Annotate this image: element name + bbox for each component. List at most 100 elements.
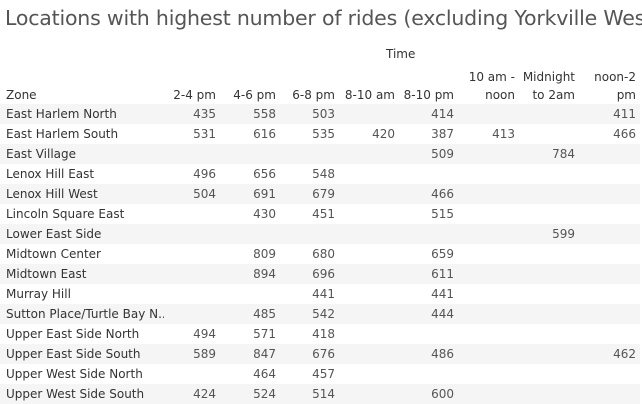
column-header: 6-8 pm	[280, 66, 339, 104]
value-cell	[164, 304, 220, 324]
column-header-line: pm	[616, 88, 636, 102]
value-cell	[458, 364, 519, 384]
value-cell: 894	[220, 264, 280, 284]
column-header-line: 4-6 pm	[233, 88, 276, 102]
value-cell	[579, 144, 640, 164]
value-cell	[399, 224, 458, 244]
value-cell: 420	[339, 124, 399, 144]
table-row: Lincoln Square East 430 451 515	[0, 204, 640, 224]
value-cell: 784	[519, 144, 579, 164]
value-cell	[339, 164, 399, 184]
column-header: noon-2 pm	[579, 66, 640, 104]
value-cell	[399, 324, 458, 344]
value-cell	[519, 184, 579, 204]
value-cell	[220, 284, 280, 304]
value-cell: 847	[220, 344, 280, 364]
value-cell	[519, 264, 579, 284]
zone-label: Lincoln Square East	[0, 204, 164, 224]
zone-label: Lenox Hill West	[0, 184, 164, 204]
value-cell: 514	[280, 384, 339, 404]
value-cell	[399, 164, 458, 184]
column-group-label: Time	[386, 47, 416, 61]
value-cell	[339, 364, 399, 384]
value-cell	[339, 224, 399, 244]
zone-label: Midtown Center	[0, 244, 164, 264]
value-cell: 599	[519, 224, 579, 244]
value-cell	[458, 304, 519, 324]
value-cell: 435	[164, 104, 220, 124]
value-cell	[579, 364, 640, 384]
value-cell	[458, 104, 519, 124]
value-cell	[579, 304, 640, 324]
value-cell: 571	[220, 324, 280, 344]
table-row: Upper East Side North 494 571 418	[0, 324, 640, 344]
value-cell: 413	[458, 124, 519, 144]
table-row: East Harlem North 435 558 503 414 411	[0, 104, 640, 124]
value-cell	[579, 264, 640, 284]
column-header-line: Midnight	[522, 70, 575, 84]
table-row: Lower East Side 599	[0, 224, 640, 244]
column-header: 4-6 pm	[220, 66, 280, 104]
value-cell	[164, 144, 220, 164]
column-header: 8-10 am	[339, 66, 399, 104]
value-cell	[164, 224, 220, 244]
value-cell: 466	[579, 124, 640, 144]
value-cell	[519, 344, 579, 364]
value-cell: 696	[280, 264, 339, 284]
value-cell	[164, 364, 220, 384]
value-cell: 515	[399, 204, 458, 224]
zone-label: Upper East Side South	[0, 344, 164, 364]
header-row: Zone 2-4 pm 4-6 pm 6-8 pm 8-10 am 8-10 pm 10 …	[0, 66, 640, 104]
value-cell	[519, 324, 579, 344]
value-cell	[164, 204, 220, 224]
table-row: Midtown East 894 696 611	[0, 264, 640, 284]
value-cell	[339, 384, 399, 404]
value-cell: 466	[399, 184, 458, 204]
value-cell	[458, 224, 519, 244]
value-cell	[164, 264, 220, 284]
zone-label: Upper West Side North	[0, 364, 164, 384]
table-row: East Harlem South 531 616 535 420 387 413 466	[0, 124, 640, 144]
table-body: East Harlem North 435 558 503 414 411 East Har…	[0, 104, 640, 404]
value-cell	[519, 284, 579, 304]
value-cell	[399, 364, 458, 384]
value-cell	[579, 324, 640, 344]
value-cell	[339, 324, 399, 344]
value-cell	[579, 224, 640, 244]
zone-label: East Harlem South	[0, 124, 164, 144]
value-cell: 457	[280, 364, 339, 384]
value-cell	[339, 144, 399, 164]
value-cell	[339, 104, 399, 124]
value-cell	[519, 244, 579, 264]
value-cell: 424	[164, 384, 220, 404]
value-cell	[579, 244, 640, 264]
zone-label: Murray Hill	[0, 284, 164, 304]
value-cell	[220, 224, 280, 244]
value-cell	[519, 364, 579, 384]
column-header-line: to 2am	[532, 88, 575, 102]
value-cell	[339, 264, 399, 284]
column-header: 10 am - noon	[458, 66, 519, 104]
value-cell	[339, 204, 399, 224]
value-cell	[280, 144, 339, 164]
value-cell: 494	[164, 324, 220, 344]
value-cell	[339, 184, 399, 204]
value-cell: 524	[220, 384, 280, 404]
rides-table: Zone 2-4 pm 4-6 pm 6-8 pm 8-10 am 8-10 pm 10 …	[0, 66, 640, 404]
value-cell: 509	[399, 144, 458, 164]
value-cell: 464	[220, 364, 280, 384]
value-cell: 656	[220, 164, 280, 184]
value-cell	[519, 384, 579, 404]
row-header-zone: Zone	[6, 88, 37, 102]
table-row: Murray Hill 441 441	[0, 284, 640, 304]
table-row: Lenox Hill East 496 656 548	[0, 164, 640, 184]
zone-label: East Harlem North	[0, 104, 164, 124]
column-header-line: 10 am -	[468, 70, 515, 84]
zone-label: Lower East Side	[0, 224, 164, 244]
column-header: Midnight to 2am	[519, 66, 579, 104]
value-cell: 496	[164, 164, 220, 184]
value-cell	[458, 344, 519, 364]
value-cell	[519, 124, 579, 144]
value-cell	[339, 244, 399, 264]
value-cell	[164, 244, 220, 264]
